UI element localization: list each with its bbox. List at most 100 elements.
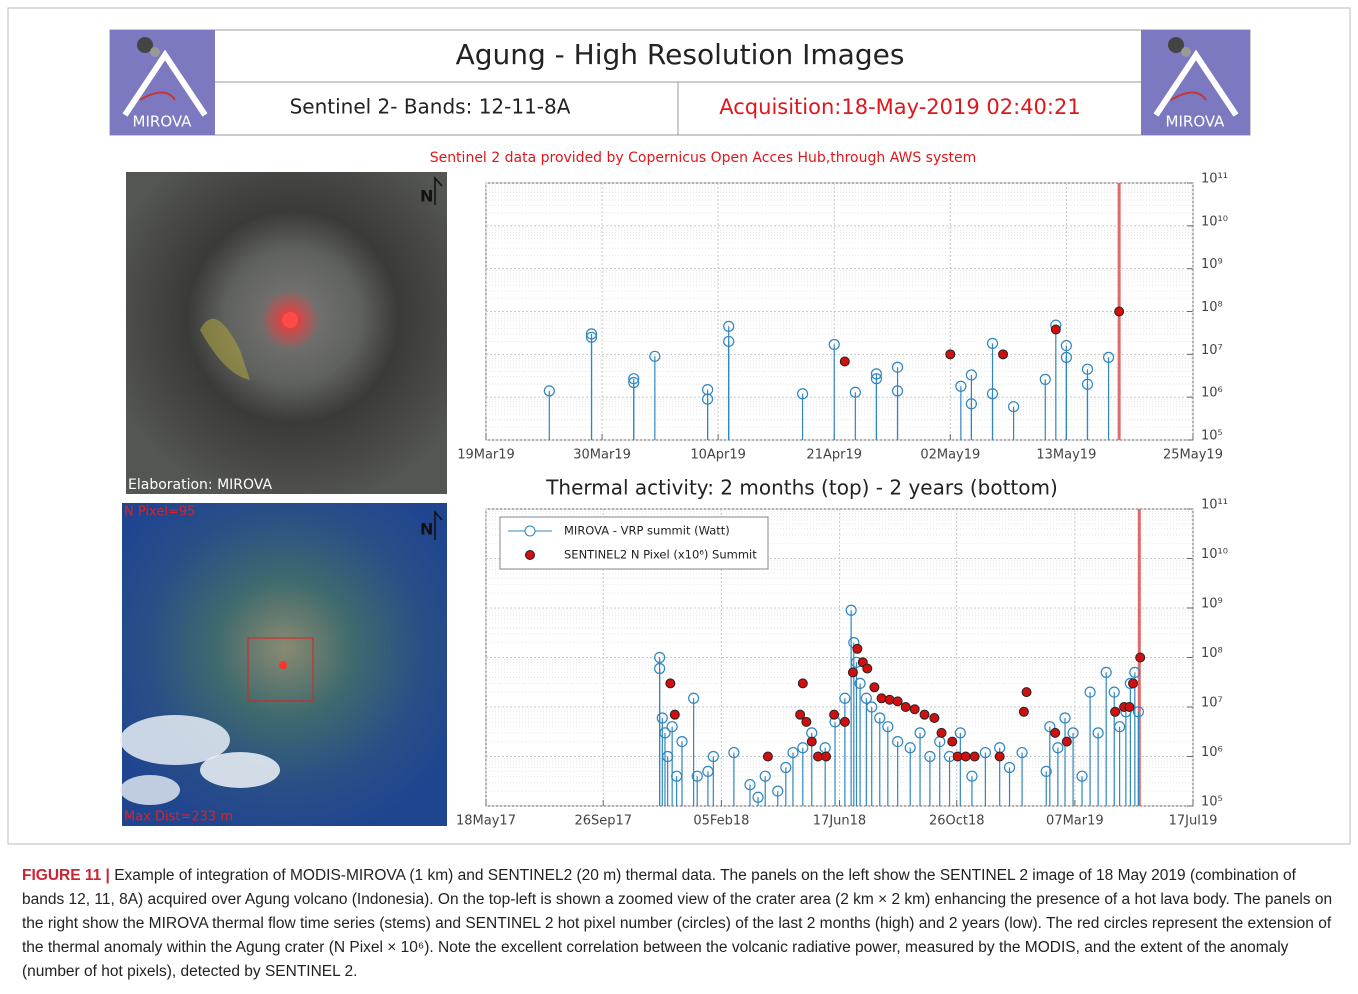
stem-marker bbox=[854, 677, 866, 689]
pixel-dot bbox=[839, 716, 850, 727]
stem-marker bbox=[1108, 686, 1120, 698]
credit: Sentinel 2 data provided by Copernicus O… bbox=[430, 150, 977, 166]
image-label: Max Dist=233 m bbox=[124, 810, 233, 825]
legend-box bbox=[499, 516, 769, 570]
pixel-dot bbox=[806, 736, 817, 747]
pixel-dot bbox=[762, 751, 773, 762]
stem-marker bbox=[656, 712, 668, 724]
stem-marker bbox=[914, 727, 926, 739]
crater-image: N Elaboration: MIROVA bbox=[126, 172, 447, 494]
pixel-dot bbox=[876, 693, 887, 704]
stem-marker bbox=[1039, 373, 1051, 385]
pixel-dot bbox=[936, 727, 947, 738]
logo-text: MIROVA bbox=[1166, 113, 1226, 131]
stem-marker bbox=[649, 350, 661, 362]
stem-marker bbox=[659, 727, 671, 739]
stem-marker bbox=[585, 331, 598, 343]
stem-marker bbox=[654, 651, 666, 664]
stem-marker bbox=[1102, 351, 1115, 363]
pixel-dot bbox=[929, 712, 940, 723]
pixel-dot bbox=[1135, 652, 1146, 663]
x-tick-label: 17Jul19 bbox=[1169, 814, 1218, 829]
stem-marker bbox=[955, 380, 967, 392]
stem-marker bbox=[701, 393, 714, 405]
figure-frame bbox=[7, 7, 1351, 845]
x-tick-label: 10Apr19 bbox=[690, 448, 746, 463]
pixel-dot bbox=[884, 694, 895, 705]
stem-marker bbox=[1008, 401, 1020, 413]
logo: MIROVA bbox=[1141, 30, 1250, 135]
y-tick-label: 10⁶ bbox=[1201, 386, 1223, 401]
stem-marker bbox=[924, 750, 936, 763]
stem-marker bbox=[1081, 378, 1094, 390]
y-tick-label: 10⁷ bbox=[1201, 343, 1223, 358]
pixel-dot bbox=[1050, 727, 1061, 738]
logo-text: MIROVA bbox=[133, 113, 193, 131]
stem-marker bbox=[759, 770, 771, 782]
stem-marker bbox=[796, 388, 809, 400]
stem-marker bbox=[954, 727, 966, 739]
stem-marker bbox=[1081, 363, 1094, 375]
pixel-dot bbox=[862, 663, 873, 674]
caption: FIGURE 11 | Example of integration of MO… bbox=[22, 864, 1338, 984]
stem-marker bbox=[1059, 712, 1071, 724]
pixel-dot bbox=[960, 751, 971, 762]
stem-marker bbox=[1129, 666, 1141, 679]
stem-marker bbox=[1060, 351, 1072, 363]
stem-marker bbox=[1016, 746, 1028, 759]
stem-marker bbox=[891, 385, 904, 397]
y-tick-label: 10⁷ bbox=[1201, 696, 1223, 711]
stem-marker bbox=[723, 335, 735, 348]
stem-marker bbox=[797, 742, 809, 754]
x-tick-label: 05Feb18 bbox=[693, 814, 749, 829]
stem-marker bbox=[772, 785, 784, 797]
pixel-dot bbox=[994, 751, 1005, 762]
legend-marker bbox=[525, 550, 535, 560]
stem-marker bbox=[1092, 727, 1104, 739]
pixel-dot bbox=[839, 356, 850, 367]
header-acquisition: Acquisition:18-May-2019 02:40:21 bbox=[719, 95, 1080, 119]
y-tick-label: 10⁸ bbox=[1201, 646, 1223, 661]
pixel-dot bbox=[947, 736, 958, 747]
pixel-dot bbox=[909, 704, 920, 715]
stem-marker bbox=[892, 735, 904, 748]
stem-marker bbox=[723, 320, 735, 332]
pixel-dot bbox=[797, 678, 808, 689]
thermal-title: Thermal activity: 2 months (top) - 2 yea… bbox=[545, 476, 1058, 500]
stem-marker bbox=[845, 604, 857, 616]
header-title: Agung - High Resolution Images bbox=[456, 38, 905, 71]
stem-marker bbox=[874, 712, 886, 724]
pixel-dot bbox=[1018, 706, 1029, 717]
caption-text: Example of integration of MODIS-MIROVA (… bbox=[22, 867, 1333, 980]
y-tick-label: 10¹¹ bbox=[1201, 498, 1228, 513]
y-tick-label: 10¹⁰ bbox=[1201, 547, 1228, 562]
x-tick-label: 21Apr19 bbox=[806, 448, 862, 463]
stem-marker bbox=[839, 692, 851, 704]
pixel-dot bbox=[969, 751, 980, 762]
caption-label: FIGURE 11 | bbox=[22, 867, 110, 884]
legend-label: MIROVA - VRP summit (Watt) bbox=[564, 524, 730, 538]
stem-marker bbox=[904, 742, 916, 754]
stem-marker bbox=[691, 770, 703, 782]
stem-marker bbox=[1132, 706, 1145, 718]
y-tick-label: 10⁹ bbox=[1201, 257, 1223, 272]
stem-marker bbox=[752, 791, 764, 803]
stem-marker bbox=[965, 369, 978, 381]
pixel-dot bbox=[900, 702, 911, 712]
x-tick-label: 13May19 bbox=[1036, 448, 1096, 463]
x-tick-label: 18May17 bbox=[456, 814, 516, 829]
legend-marker bbox=[524, 525, 536, 537]
pixel-dot bbox=[795, 709, 806, 720]
stem-marker bbox=[1060, 339, 1072, 352]
image-label: Elaboration: MIROVA bbox=[128, 477, 272, 493]
pixel-dot bbox=[1128, 678, 1139, 689]
stem-marker bbox=[543, 385, 555, 397]
pixel-dot bbox=[945, 349, 956, 360]
pixel-dot bbox=[829, 709, 840, 720]
pixel-dot bbox=[1061, 736, 1072, 747]
stem-marker bbox=[1076, 770, 1088, 782]
pixel-dot bbox=[669, 709, 680, 720]
pixel-dot bbox=[665, 678, 676, 689]
logo: MIROVA bbox=[110, 30, 215, 135]
x-tick-label: 07Mar19 bbox=[1046, 814, 1104, 829]
